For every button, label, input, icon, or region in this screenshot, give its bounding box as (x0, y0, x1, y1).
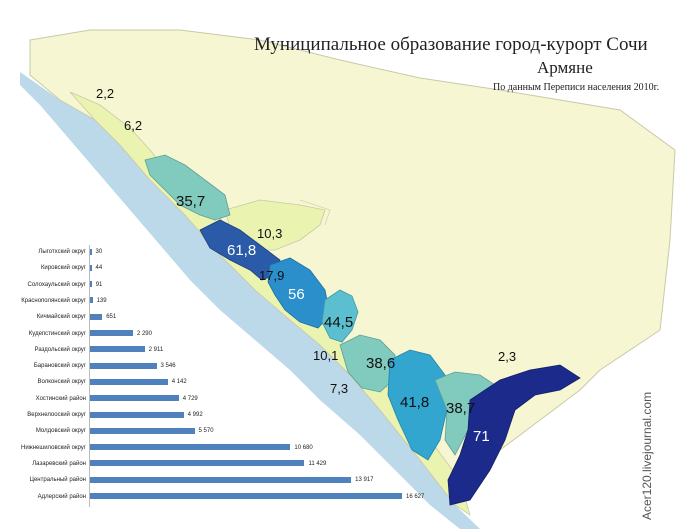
bar-axis (89, 245, 90, 507)
bar-category-label: Хостинский район (35, 395, 86, 402)
bar-category-label: Лыготхский округ (38, 249, 86, 255)
bar-value-label: 16 627 (406, 493, 425, 500)
bar (90, 493, 402, 499)
map-title: Муниципальное образование город-курорт С… (254, 34, 648, 55)
bar-value-label: 13 917 (355, 477, 374, 484)
map-subtitle: Армяне (537, 58, 593, 77)
label-moldovsky: 41,8 (400, 394, 430, 411)
label-baranovsky: 44,5 (324, 314, 354, 331)
watermark: Acer120.livejournal.com (640, 391, 654, 520)
label-khostinsky: 38,6 (366, 355, 396, 372)
bar-value-label: 4 729 (182, 395, 198, 402)
bar (90, 330, 133, 336)
bar-value-label: 4 142 (171, 379, 187, 386)
label-nizhneshilovsky: 38,7 (446, 400, 476, 417)
bar-value-label: 139 (96, 297, 107, 304)
region-solokhaul (144, 154, 231, 221)
region-adler (447, 364, 581, 506)
bar-category-label: Солохаульский округ (27, 281, 87, 288)
bar-value-label: 2 290 (136, 330, 152, 337)
bar (90, 362, 157, 369)
label-solokhaul: 35,7 (176, 193, 206, 210)
bar-category-label: Нижнешиловский округ (21, 444, 86, 451)
bar-value-label: 651 (106, 314, 117, 321)
bar-category-label: Адлерский район (37, 493, 86, 500)
bar (90, 444, 291, 451)
bar (90, 346, 145, 353)
bar (90, 313, 103, 320)
bar-value-label: 4 992 (187, 412, 203, 418)
bar (90, 297, 93, 304)
bar (90, 460, 305, 467)
bar-category-label: Кировский округ (40, 265, 86, 272)
bar-value-label: 44 (95, 265, 103, 272)
label-lygotkh: 2,2 (96, 86, 115, 101)
bar-category-label: Лазаревский район (32, 460, 86, 467)
bar-category-label: Кудепстинский округ (28, 330, 86, 337)
label-kirovsky: 6,2 (124, 118, 143, 133)
bar (90, 476, 352, 483)
bar-category-label: Кичмайский округ (36, 314, 86, 321)
label-kudepsta: 17,9 (259, 268, 285, 283)
bar-value-label: 5 570 (198, 428, 214, 435)
bar-category-label: Молдовский округ (35, 428, 86, 435)
label-verkhnelooo: 7,3 (330, 381, 349, 396)
bar-value-label: 30 (95, 249, 103, 255)
label-kichmay: 61,8 (227, 242, 257, 259)
bar (90, 395, 179, 402)
label-volkonsky: 10,1 (313, 348, 339, 363)
bar-category-label: Раздольский округ (34, 346, 86, 353)
bar (90, 281, 92, 288)
label-upper-land: 2,3 (498, 349, 517, 364)
region-moldovsky (387, 349, 449, 461)
region-razdolsky (267, 257, 331, 329)
region-baranovsky (321, 289, 359, 343)
bar (90, 264, 92, 271)
map-source: По данным Переписи населения 2010г. (493, 82, 660, 93)
sea (20, 72, 480, 529)
bar-category-label: Верхнелооский округ (27, 412, 86, 418)
bar-value-label: 3 546 (160, 363, 176, 370)
bar-value-label: 91 (95, 281, 103, 288)
bar (90, 378, 168, 385)
population-bar-chart: Лыготхский округ 30 Кировский округ 44 Солох… (0, 240, 430, 510)
bar (90, 427, 195, 434)
bar (90, 248, 92, 255)
label-adler: 71 (473, 428, 490, 445)
label-razdolsky: 56 (288, 286, 305, 303)
label-krasnopolyansky: 10,3 (257, 226, 283, 241)
bar (90, 411, 184, 418)
region-upper-pale (299, 199, 331, 226)
bar-category-label: Волконский округ (37, 379, 86, 386)
bar-value-label: 10 680 (294, 444, 313, 451)
bar-category-label: Центральный район (29, 477, 86, 484)
bar-value-label: 11 429 (308, 460, 327, 467)
bar-category-label: Барановский округ (33, 363, 86, 370)
bar-category-label: Краснополянский округ (21, 297, 86, 304)
bar-value-label: 2 911 (148, 346, 164, 353)
